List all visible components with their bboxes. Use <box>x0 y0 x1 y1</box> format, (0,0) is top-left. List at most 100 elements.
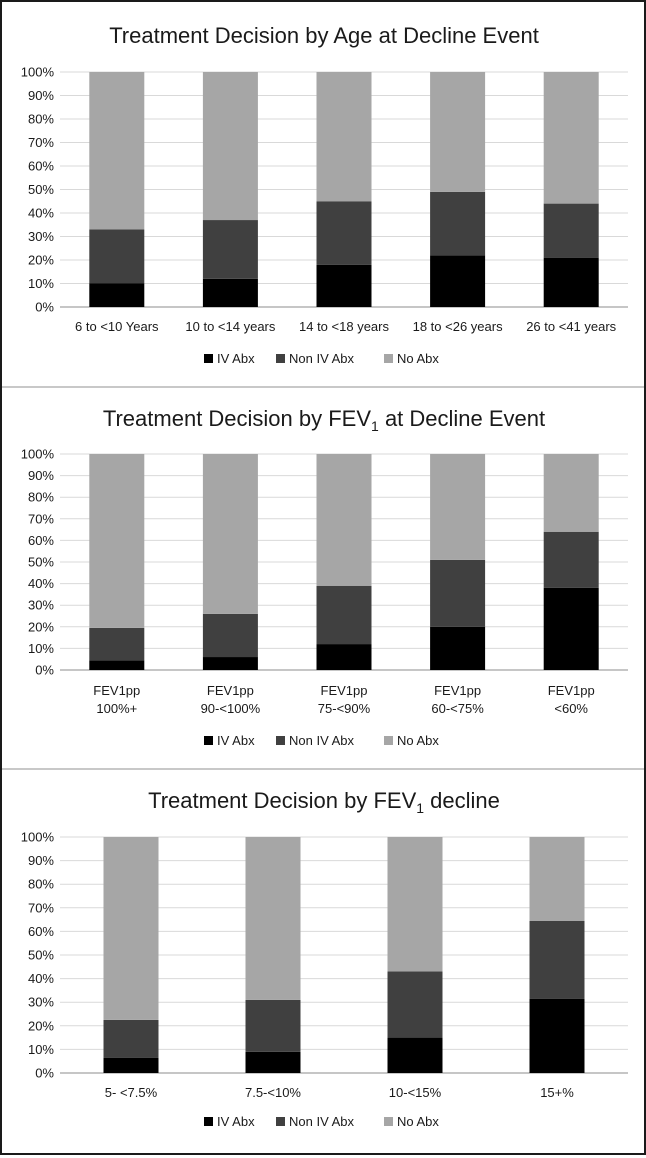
y-tick-label: 50% <box>28 948 54 963</box>
bar-segment-no-abx <box>430 454 486 560</box>
bar-segment-iv <box>430 255 486 307</box>
x-tick-label: FEV1pp <box>434 683 481 698</box>
bar-segment-no-abx <box>89 72 145 230</box>
legend-label: Non IV Abx <box>289 351 355 366</box>
y-tick-label: 90% <box>28 88 54 103</box>
y-tick-label: 30% <box>28 229 54 244</box>
x-tick-label: FEV1pp <box>321 683 368 698</box>
legend-label: No Abx <box>397 351 439 366</box>
x-tick-label: 14 to <18 years <box>299 319 389 334</box>
legend-label: IV Abx <box>217 733 255 748</box>
y-tick-label: 50% <box>28 555 54 570</box>
y-tick-label: 100% <box>21 830 55 845</box>
x-tick-label: 10-<15% <box>389 1085 442 1100</box>
bar-segment-iv <box>430 626 486 670</box>
x-tick-label: FEV1pp <box>93 683 140 698</box>
y-tick-label: 100% <box>21 65 55 80</box>
bar-segment-non-iv <box>430 559 486 627</box>
bar-segment-no-abx <box>245 837 301 1000</box>
x-tick-label: 18 to <26 years <box>413 319 503 334</box>
bar-segment-non-iv <box>543 531 599 588</box>
legend: IV Abx Non IV Abx No Abx <box>204 1114 439 1129</box>
y-tick-label: 40% <box>28 971 54 986</box>
legend: IV Abx Non IV Abx No Abx <box>204 733 439 748</box>
legend-label: Non IV Abx <box>289 1114 355 1129</box>
bar-segment-no-abx <box>89 454 145 628</box>
legend-swatch-iv <box>204 354 213 363</box>
x-tick-label: FEV1pp <box>548 683 595 698</box>
bar-segment-non-iv <box>245 999 301 1052</box>
bar-segment-no-abx <box>529 837 585 921</box>
y-tick-label: 10% <box>28 1042 54 1057</box>
chart-title: Treatment Decision by FEV1 at Decline Ev… <box>103 406 545 434</box>
legend-label: No Abx <box>397 1114 439 1129</box>
bar-segment-iv <box>89 283 145 307</box>
y-tick-label: 80% <box>28 877 54 892</box>
y-tick-label: 60% <box>28 924 54 939</box>
y-tick-label: 30% <box>28 995 54 1010</box>
legend: IV Abx Non IV Abx No Abx <box>204 351 439 366</box>
x-tick-label: 7.5-<10% <box>245 1085 301 1100</box>
legend-swatch-iv <box>204 1117 213 1126</box>
bar-segment-iv <box>202 278 258 307</box>
legend-swatch-non-iv <box>276 736 285 745</box>
y-tick-label: 100% <box>21 447 55 462</box>
bar-segment-non-iv <box>202 613 258 658</box>
y-tick-label: 60% <box>28 159 54 174</box>
bar-segment-iv <box>202 657 258 670</box>
bar-segment-iv <box>103 1057 159 1073</box>
bar-segment-no-abx <box>202 72 258 221</box>
x-tick-label: 60-<75% <box>431 701 484 716</box>
legend-label: IV Abx <box>217 1114 255 1129</box>
bar-segment-non-iv <box>316 201 372 265</box>
legend-swatch-no-abx <box>384 354 393 363</box>
chart-title: Treatment Decision by FEV1 decline <box>148 788 500 816</box>
bar-segment-non-iv <box>430 191 486 256</box>
legend-label: Non IV Abx <box>289 733 355 748</box>
y-tick-label: 90% <box>28 468 54 483</box>
y-tick-label: 0% <box>35 1066 54 1081</box>
y-tick-label: 40% <box>28 576 54 591</box>
bar-segment-iv <box>316 264 372 307</box>
y-tick-label: 0% <box>35 663 54 678</box>
x-tick-label: 90-<100% <box>201 701 261 716</box>
bar-segment-iv <box>543 587 599 670</box>
bar-segment-iv <box>245 1051 301 1073</box>
bar-segment-non-iv <box>387 971 443 1038</box>
x-tick-label: 5- <7.5% <box>105 1085 158 1100</box>
y-tick-label: 60% <box>28 533 54 548</box>
bar-segment-non-iv <box>89 229 145 284</box>
legend-swatch-no-abx <box>384 736 393 745</box>
chart-title: Treatment Decision by Age at Decline Eve… <box>109 23 539 48</box>
bar-segment-no-abx <box>543 72 599 204</box>
bar-segment-non-iv <box>103 1019 159 1058</box>
y-tick-label: 0% <box>35 300 54 315</box>
bar-segment-no-abx <box>430 72 486 192</box>
bar-segment-no-abx <box>103 837 159 1020</box>
bar-segment-no-abx <box>202 454 258 614</box>
x-tick-label: FEV1pp <box>207 683 254 698</box>
x-tick-label: <60% <box>554 701 588 716</box>
bar-segment-iv <box>529 998 585 1073</box>
bar-segment-no-abx <box>387 837 443 972</box>
y-tick-label: 20% <box>28 253 54 268</box>
y-tick-label: 70% <box>28 135 54 150</box>
chart-panel-3: Treatment Decision by FEV1 decline 0% 10% 2… <box>21 788 628 1129</box>
bar-segment-no-abx <box>316 454 372 586</box>
legend-swatch-no-abx <box>384 1117 393 1126</box>
y-tick-label: 20% <box>28 619 54 634</box>
legend-label: No Abx <box>397 733 439 748</box>
bar-segment-iv <box>89 660 145 670</box>
y-tick-label: 30% <box>28 598 54 613</box>
y-tick-label: 40% <box>28 206 54 221</box>
bar-segment-non-iv <box>316 585 372 645</box>
legend-label: IV Abx <box>217 351 255 366</box>
bar-segment-no-abx <box>543 454 599 532</box>
y-tick-label: 70% <box>28 900 54 915</box>
y-tick-label: 80% <box>28 112 54 127</box>
bar-segment-iv <box>316 644 372 670</box>
bar-segment-non-iv <box>202 220 258 279</box>
bar-segment-iv <box>543 257 599 307</box>
bar-segment-iv <box>387 1037 443 1073</box>
